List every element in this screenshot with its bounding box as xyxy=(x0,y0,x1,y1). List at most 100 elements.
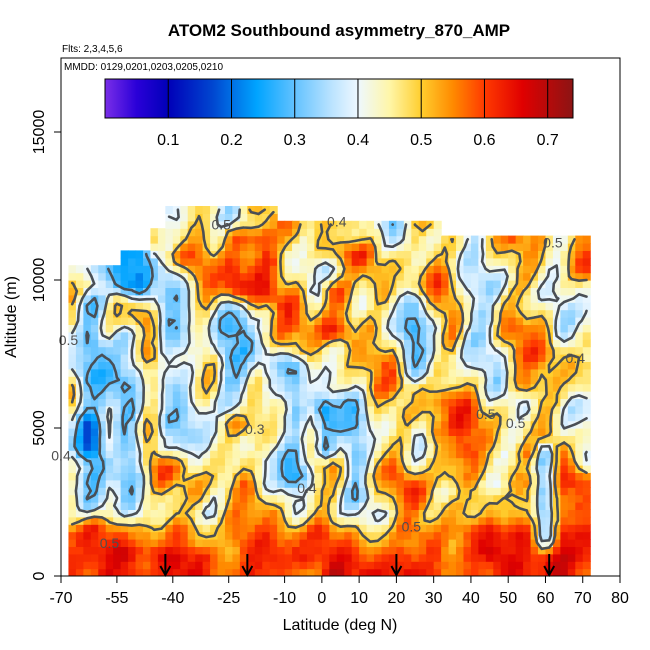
heatmap-cell xyxy=(321,331,330,340)
heatmap-cell xyxy=(381,413,390,422)
heatmap-cell xyxy=(210,331,219,340)
heatmap-cell xyxy=(403,383,412,392)
heatmap-cell xyxy=(575,546,584,555)
heatmap-cell xyxy=(463,524,472,533)
heatmap-cell xyxy=(575,368,584,377)
heatmap-cell xyxy=(582,265,591,274)
heatmap-cell xyxy=(224,265,234,274)
heatmap-cell xyxy=(128,420,137,429)
heatmap-cell xyxy=(545,302,554,311)
heatmap-cell xyxy=(336,346,345,355)
heatmap-cell xyxy=(374,302,383,311)
heatmap-cell xyxy=(403,294,412,303)
heatmap-cell xyxy=(68,479,77,488)
heatmap-cell xyxy=(142,361,152,370)
heatmap-cell xyxy=(299,487,308,496)
heatmap-cell xyxy=(441,235,450,244)
heatmap-cell xyxy=(269,302,278,311)
heatmap-cell xyxy=(120,487,129,496)
heatmap-cell xyxy=(456,442,465,451)
heatmap-cell xyxy=(254,354,263,362)
heatmap-cell xyxy=(254,546,263,555)
heatmap-cell xyxy=(150,420,159,429)
heatmap-cell xyxy=(374,280,383,288)
heatmap-cell xyxy=(210,339,219,348)
heatmap-cell xyxy=(180,257,189,266)
heatmap-cell xyxy=(351,568,360,576)
heatmap-cell xyxy=(567,487,576,496)
heatmap-cell xyxy=(105,494,114,503)
heatmap-cell xyxy=(269,280,278,288)
heatmap-cell xyxy=(68,420,77,429)
contour-label: 0.5 xyxy=(212,217,232,233)
heatmap-cell xyxy=(396,428,405,436)
heatmap-cell xyxy=(463,383,472,392)
heatmap-cell xyxy=(493,413,502,422)
heatmap-cell xyxy=(538,561,547,570)
heatmap-cell xyxy=(418,546,427,555)
heatmap-cell xyxy=(187,265,196,274)
heatmap-cell xyxy=(433,568,442,576)
heatmap-cell xyxy=(269,324,278,333)
heatmap-cell xyxy=(463,391,472,399)
heatmap-cell xyxy=(269,509,278,518)
heatmap-cell xyxy=(262,487,271,496)
heatmap-cell xyxy=(113,546,122,555)
heatmap-cell xyxy=(463,516,472,525)
heatmap-cell xyxy=(441,472,450,481)
heatmap-cell xyxy=(336,479,345,488)
heatmap-cell xyxy=(277,346,286,355)
heatmap-cell xyxy=(403,428,412,436)
heatmap-cell xyxy=(321,546,330,555)
heatmap-cell xyxy=(254,420,263,429)
heatmap-cell xyxy=(508,553,517,562)
heatmap-cell xyxy=(366,294,375,303)
heatmap-cell xyxy=(515,487,524,496)
heatmap-cell xyxy=(433,361,442,370)
heatmap-cell xyxy=(262,354,271,362)
heatmap-cell xyxy=(128,391,137,399)
heatmap-cell xyxy=(314,324,323,333)
heatmap-cell xyxy=(336,516,345,525)
heatmap-cell xyxy=(68,294,77,303)
heatmap-cell xyxy=(269,450,278,459)
heatmap-cell xyxy=(567,568,576,576)
heatmap-cell xyxy=(552,568,561,576)
heatmap-cell xyxy=(232,457,241,466)
heatmap-cell xyxy=(224,361,234,370)
heatmap-cell xyxy=(321,531,330,540)
heatmap-cell xyxy=(247,354,256,362)
heatmap-cell xyxy=(277,354,286,362)
heatmap-cell xyxy=(366,331,375,340)
heatmap-cell xyxy=(187,235,196,244)
heatmap-cell xyxy=(329,220,338,229)
heatmap-cell xyxy=(157,302,166,311)
heatmap-cell xyxy=(232,354,241,362)
heatmap-cell xyxy=(98,361,107,370)
heatmap-cell xyxy=(306,442,316,451)
heatmap-cell xyxy=(68,553,77,562)
heatmap-cell xyxy=(463,465,472,473)
heatmap-cell xyxy=(426,272,435,281)
heatmap-cell xyxy=(239,546,248,555)
heatmap-cell xyxy=(254,206,263,214)
heatmap-cell xyxy=(195,250,204,259)
heatmap-cell xyxy=(441,413,450,422)
heatmap-cell xyxy=(217,317,226,325)
heatmap-cell xyxy=(232,243,241,251)
heatmap-cell xyxy=(299,568,308,576)
heatmap-cell xyxy=(165,420,174,429)
heatmap-cell xyxy=(567,354,576,362)
heatmap-cell xyxy=(582,428,591,436)
heatmap-cell xyxy=(381,376,390,385)
heatmap-cell xyxy=(142,265,152,274)
heatmap-cell xyxy=(187,479,196,488)
heatmap-cell xyxy=(463,479,472,488)
heatmap-cell xyxy=(135,509,144,518)
heatmap-cell xyxy=(262,228,271,237)
heatmap-cell xyxy=(567,235,576,244)
heatmap-cell xyxy=(552,339,561,348)
heatmap-cell xyxy=(418,465,427,473)
heatmap-cell xyxy=(172,487,181,496)
heatmap-cell xyxy=(530,516,539,525)
